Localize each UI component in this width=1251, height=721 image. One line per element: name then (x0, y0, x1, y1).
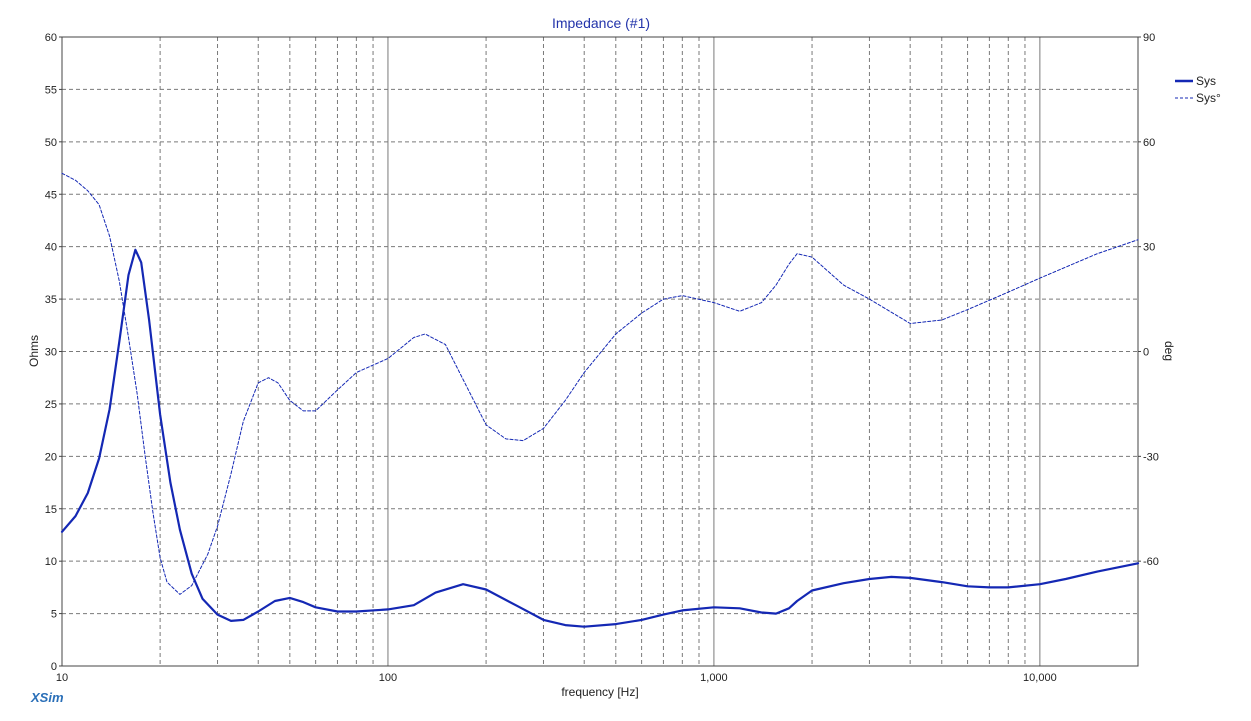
y-left-tick-label: 55 (45, 84, 57, 96)
y-left-tick-label: 45 (45, 189, 57, 201)
series-lines (60, 172, 1140, 628)
y-left-tick-label: 30 (45, 347, 57, 359)
y-right-tick-label: 0 (1143, 347, 1149, 359)
y-left-tick-label: 60 (45, 32, 57, 44)
y-right-tick-label: 30 (1143, 242, 1155, 254)
y-left-tick-label: 25 (45, 399, 57, 411)
y-left-tick-label: 5 (51, 609, 57, 621)
x-tick-label: 1,000 (700, 672, 728, 684)
x-tick-label: 100 (379, 672, 397, 684)
chart-title: Impedance (#1) (552, 15, 650, 31)
x-tick-label: 10 (56, 672, 68, 684)
series-line-sys-phase (61, 172, 1139, 595)
tick-labels: 0 5 10 15 20 25 30 35 40 45 50 55 60 -60 -30 0 30 60 90 10 1… (45, 32, 1159, 684)
y-right-tick-label: 90 (1143, 32, 1155, 44)
y-axis-right-label: deg (1162, 341, 1176, 361)
legend: Sys Sys° (1175, 74, 1221, 105)
y-left-tick-label: 0 (51, 661, 57, 673)
legend-label-sys: Sys (1196, 74, 1216, 88)
y-left-tick-label: 50 (45, 137, 57, 149)
x-tick-label: 10,000 (1023, 672, 1057, 684)
y-left-tick-label: 15 (45, 504, 57, 516)
legend-label-sys-phase: Sys° (1196, 91, 1221, 105)
app-brand-logo: XSim (30, 690, 64, 705)
y-axis-left-label: Ohms (27, 335, 41, 367)
x-axis-label: frequency [Hz] (561, 685, 638, 699)
y-right-tick-label: -30 (1143, 451, 1159, 463)
y-left-tick-label: 40 (45, 242, 57, 254)
y-right-tick-label: -60 (1143, 556, 1159, 568)
series-line-sys (60, 248, 1140, 628)
grid (62, 37, 1138, 666)
y-left-tick-label: 10 (45, 556, 57, 568)
y-left-tick-label: 20 (45, 451, 57, 463)
y-left-tick-label: 35 (45, 294, 57, 306)
y-right-tick-label: 60 (1143, 137, 1155, 149)
